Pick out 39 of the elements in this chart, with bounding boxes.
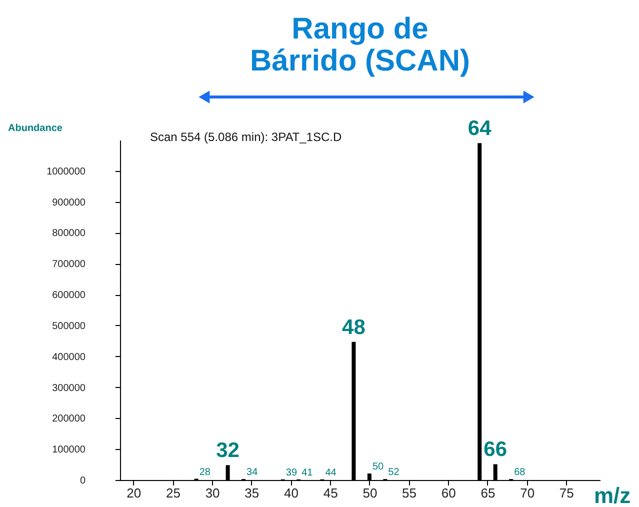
annotation: 41 [302, 467, 314, 478]
y-tick-label: 800000 [52, 228, 86, 240]
x-tick-label: 65 [480, 486, 496, 500]
annotation: 66 [484, 438, 508, 462]
x-tick-label: 40 [284, 486, 298, 500]
y-axis-title: Abundance [8, 123, 63, 134]
y-tick-label: 700000 [52, 259, 86, 270]
annotation: Scan 554 (5.086 min): 3PAT_1SC.D [150, 130, 342, 144]
annotation: 48 [342, 316, 366, 339]
x-tick-label: 50 [362, 486, 378, 500]
annotation: 32 [216, 439, 240, 462]
x-tick-label: 20 [126, 486, 142, 500]
y-tick-label: 900000 [52, 197, 86, 208]
x-axis-title: m/z [594, 483, 631, 507]
annotation: 39 [286, 467, 298, 478]
annotation: 28 [199, 466, 211, 478]
y-tick-label: 500000 [52, 320, 86, 332]
x-tick-label: 45 [323, 486, 338, 500]
chart-title: Rango de Bárrido (SCAN) [250, 12, 470, 78]
y-tick-label: 200000 [52, 414, 86, 425]
x-tick-label: 70 [520, 486, 535, 500]
y-tick-label: 1000000 [46, 166, 86, 178]
annotation: 52 [388, 467, 400, 478]
x-tick-label: 25 [166, 486, 180, 500]
annotation: 64 [468, 117, 492, 140]
x-tick-label: 60 [441, 486, 456, 500]
annotation: 34 [246, 467, 258, 478]
annotation: 44 [325, 467, 337, 478]
x-tick-label: 55 [402, 486, 417, 500]
x-tick-label: 35 [244, 486, 260, 500]
y-tick-label: 300000 [52, 382, 86, 394]
y-tick-label: 600000 [52, 290, 86, 302]
y-tick-label: 100000 [52, 444, 86, 456]
annotation: 50 [372, 462, 384, 473]
y-tick-label: 0 [80, 476, 86, 486]
x-tick-label: 30 [205, 486, 220, 500]
x-tick-label: 75 [559, 486, 574, 500]
y-tick-label: 400000 [52, 352, 86, 363]
annotation: 68 [514, 467, 526, 478]
